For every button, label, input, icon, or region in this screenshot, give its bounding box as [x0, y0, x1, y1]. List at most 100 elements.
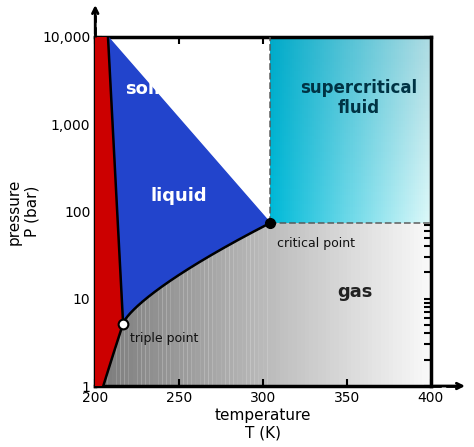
Polygon shape [270, 62, 431, 65]
Polygon shape [270, 90, 431, 93]
Polygon shape [350, 37, 353, 223]
Polygon shape [348, 37, 350, 223]
Polygon shape [304, 37, 306, 223]
Polygon shape [403, 37, 405, 223]
Polygon shape [292, 37, 294, 223]
Polygon shape [209, 254, 213, 386]
Polygon shape [413, 37, 415, 223]
Polygon shape [358, 37, 361, 223]
Polygon shape [175, 275, 179, 386]
Polygon shape [267, 223, 272, 386]
Polygon shape [343, 223, 347, 386]
Text: liquid: liquid [151, 187, 208, 205]
Polygon shape [276, 223, 280, 386]
Polygon shape [310, 37, 312, 223]
Polygon shape [297, 223, 301, 386]
Polygon shape [270, 77, 431, 80]
Polygon shape [270, 43, 431, 46]
Polygon shape [288, 223, 292, 386]
Polygon shape [150, 292, 154, 386]
Polygon shape [270, 114, 431, 118]
Polygon shape [326, 223, 330, 386]
Polygon shape [290, 37, 292, 223]
Polygon shape [270, 177, 431, 180]
Polygon shape [270, 68, 431, 71]
Text: triple point: triple point [130, 332, 198, 345]
Polygon shape [407, 37, 409, 223]
Polygon shape [415, 37, 417, 223]
Polygon shape [374, 37, 377, 223]
Polygon shape [391, 37, 392, 223]
Polygon shape [365, 37, 366, 223]
Polygon shape [112, 345, 116, 386]
Polygon shape [320, 37, 322, 223]
Polygon shape [270, 161, 431, 164]
Polygon shape [276, 37, 278, 223]
Polygon shape [270, 37, 431, 40]
Polygon shape [270, 136, 431, 139]
Polygon shape [270, 52, 431, 55]
Polygon shape [270, 164, 431, 167]
Polygon shape [393, 223, 397, 386]
Polygon shape [272, 37, 274, 223]
Polygon shape [322, 223, 326, 386]
Polygon shape [324, 37, 327, 223]
Polygon shape [270, 80, 431, 84]
Polygon shape [337, 37, 338, 223]
Polygon shape [250, 231, 255, 386]
Polygon shape [322, 37, 324, 223]
Polygon shape [263, 224, 267, 386]
Polygon shape [372, 223, 376, 386]
Polygon shape [389, 37, 391, 223]
Polygon shape [423, 37, 425, 223]
Polygon shape [346, 37, 348, 223]
Polygon shape [292, 223, 297, 386]
Polygon shape [351, 223, 356, 386]
Polygon shape [270, 37, 272, 223]
Polygon shape [133, 306, 137, 386]
Polygon shape [379, 37, 381, 223]
Polygon shape [355, 37, 356, 223]
Polygon shape [225, 245, 229, 386]
Polygon shape [141, 299, 146, 386]
Polygon shape [305, 223, 309, 386]
Polygon shape [270, 143, 431, 145]
Polygon shape [338, 223, 343, 386]
Polygon shape [179, 272, 183, 386]
Polygon shape [395, 37, 397, 223]
Polygon shape [318, 223, 322, 386]
Polygon shape [327, 37, 328, 223]
Polygon shape [270, 108, 431, 111]
Polygon shape [116, 332, 120, 386]
Polygon shape [361, 37, 363, 223]
Polygon shape [270, 121, 431, 124]
Polygon shape [137, 303, 141, 386]
Polygon shape [360, 223, 364, 386]
Polygon shape [314, 37, 316, 223]
Polygon shape [270, 46, 431, 49]
Polygon shape [284, 223, 288, 386]
Polygon shape [270, 133, 431, 136]
Polygon shape [204, 257, 209, 386]
Polygon shape [392, 37, 395, 223]
Polygon shape [385, 37, 387, 223]
Polygon shape [381, 37, 383, 223]
Polygon shape [270, 173, 431, 177]
Polygon shape [385, 223, 389, 386]
Polygon shape [270, 170, 431, 173]
Polygon shape [345, 37, 346, 223]
Polygon shape [406, 223, 410, 386]
Polygon shape [332, 37, 335, 223]
Polygon shape [369, 37, 371, 223]
Polygon shape [270, 65, 431, 68]
Polygon shape [221, 247, 225, 386]
Polygon shape [234, 240, 238, 386]
Polygon shape [284, 37, 286, 223]
Polygon shape [246, 233, 250, 386]
Polygon shape [196, 261, 200, 386]
Polygon shape [417, 37, 419, 223]
Polygon shape [282, 37, 284, 223]
Polygon shape [399, 37, 401, 223]
Polygon shape [192, 264, 196, 386]
Polygon shape [270, 145, 431, 148]
